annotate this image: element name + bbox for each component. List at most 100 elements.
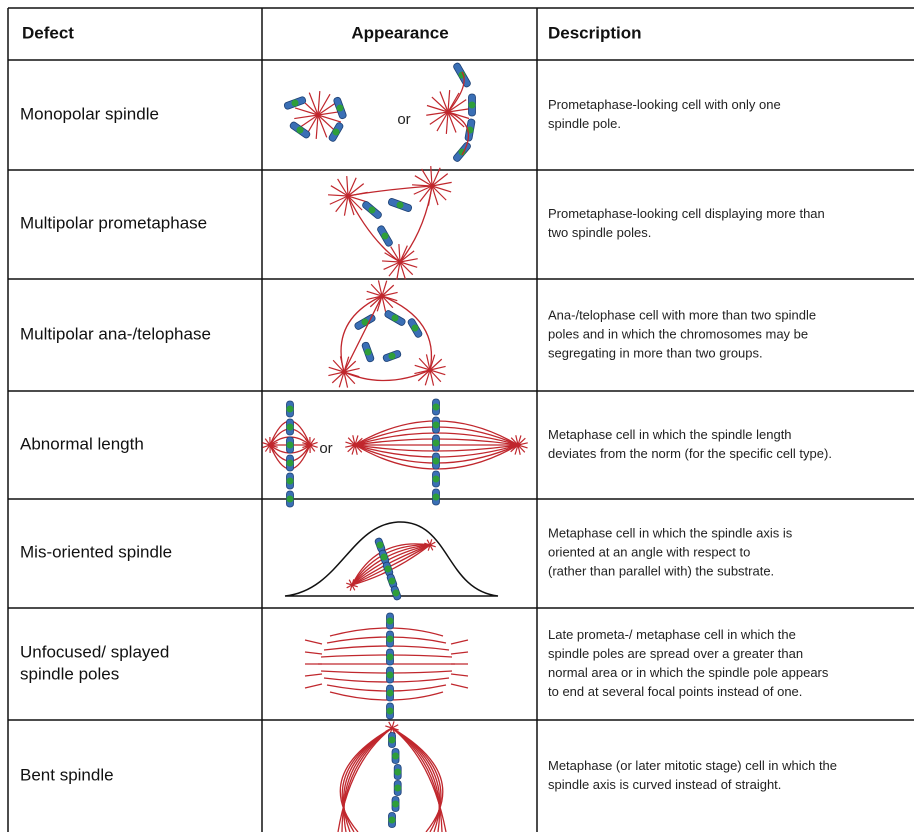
microtubule (354, 444, 363, 453)
microtubule (304, 673, 323, 677)
microtubule (399, 261, 406, 280)
microtubule (429, 358, 443, 371)
defect-label: Monopolar spindle (20, 104, 159, 123)
microtubule (385, 725, 393, 729)
kinetochore (286, 459, 294, 467)
microtubule (421, 168, 433, 187)
microtubule (419, 185, 433, 203)
chromosome (432, 488, 440, 506)
chromosome (453, 62, 471, 88)
kinetochore (458, 148, 466, 156)
description-line: spindle pole. (548, 116, 621, 131)
kinetochore (432, 439, 440, 447)
kinetochore (411, 324, 419, 332)
microtubule (439, 91, 449, 113)
chromosome (384, 310, 406, 326)
defect-label: Multipolar prometaphase (20, 213, 207, 232)
microtubule (431, 185, 439, 206)
microtubule (445, 111, 449, 134)
microtubule (335, 195, 349, 213)
microtubule (390, 246, 401, 263)
microtubule (417, 369, 431, 382)
description-line: deviates from the norm (for the specific… (548, 446, 832, 461)
microtubule (399, 261, 418, 268)
description-line: (rather than parallel with) the substrat… (548, 563, 774, 578)
microtubule (508, 441, 519, 446)
chromosome (286, 400, 294, 418)
microtubule (450, 683, 469, 689)
table-grid (7, 7, 914, 832)
microtubule (399, 261, 414, 276)
kinetochore (296, 126, 304, 134)
microtubule (510, 444, 519, 453)
kinetochore (332, 128, 340, 136)
chromosome (354, 314, 376, 330)
microtubule (351, 584, 356, 591)
microtubule (398, 243, 401, 263)
microtubule (309, 438, 316, 446)
microtubule (431, 96, 449, 113)
microtubule (346, 584, 353, 589)
microtubule (327, 194, 349, 197)
microtubule (399, 258, 418, 263)
kinetochore (386, 617, 394, 625)
microtubule (343, 367, 360, 373)
microtubule (510, 437, 519, 446)
chromosome (283, 96, 307, 110)
microtubule (309, 444, 316, 452)
microtubule (381, 280, 388, 297)
microtubule (328, 371, 345, 377)
microtubule (366, 290, 383, 297)
description-line: Prometaphase-looking cell with only one (548, 97, 781, 112)
microtubule (430, 166, 433, 187)
microtubule (269, 444, 278, 448)
microtubule (343, 371, 349, 388)
microtubule (426, 104, 449, 113)
microtubule (346, 176, 349, 197)
description-line: to end at several focal points instead o… (548, 684, 802, 699)
microtubule (354, 437, 363, 446)
microtubule (317, 114, 328, 138)
microtubule (429, 544, 434, 551)
microtubule (383, 261, 401, 270)
microtubule (331, 371, 345, 384)
microtubule (381, 284, 395, 297)
header-cell: Description (548, 23, 642, 42)
microtubule (343, 371, 356, 385)
kinetochore (286, 405, 294, 413)
kinetochore (384, 565, 392, 573)
microtubule (424, 542, 431, 546)
microtubule (515, 435, 519, 446)
microtubule (338, 371, 345, 388)
chromosome (333, 96, 347, 120)
microtubule (447, 99, 467, 113)
kinetochore (391, 314, 399, 322)
kinetochore (388, 816, 396, 824)
microtubule (302, 444, 311, 449)
microtubule (447, 71, 465, 113)
microtubule (517, 444, 526, 453)
microtubule (381, 260, 401, 263)
description-line: two spindle poles. (548, 225, 651, 240)
microtubule (352, 435, 356, 446)
microtubule (399, 185, 433, 263)
kinetochore (432, 457, 440, 465)
chromosome (391, 748, 400, 764)
microtubule (294, 114, 319, 120)
chromosome (289, 121, 311, 139)
kinetochore (432, 475, 440, 483)
microtubule (304, 639, 323, 645)
chromosome (432, 470, 440, 488)
kinetochore (386, 635, 394, 643)
microtubule (317, 114, 336, 132)
kinetochore (396, 201, 404, 209)
kinetochore (386, 689, 394, 697)
microtubule (343, 195, 349, 216)
microtubule (450, 639, 469, 645)
kinetochore (376, 541, 384, 549)
microtubule (351, 584, 358, 588)
chromosome (468, 93, 476, 117)
kinetochore (380, 553, 388, 561)
microtubule (351, 444, 356, 455)
